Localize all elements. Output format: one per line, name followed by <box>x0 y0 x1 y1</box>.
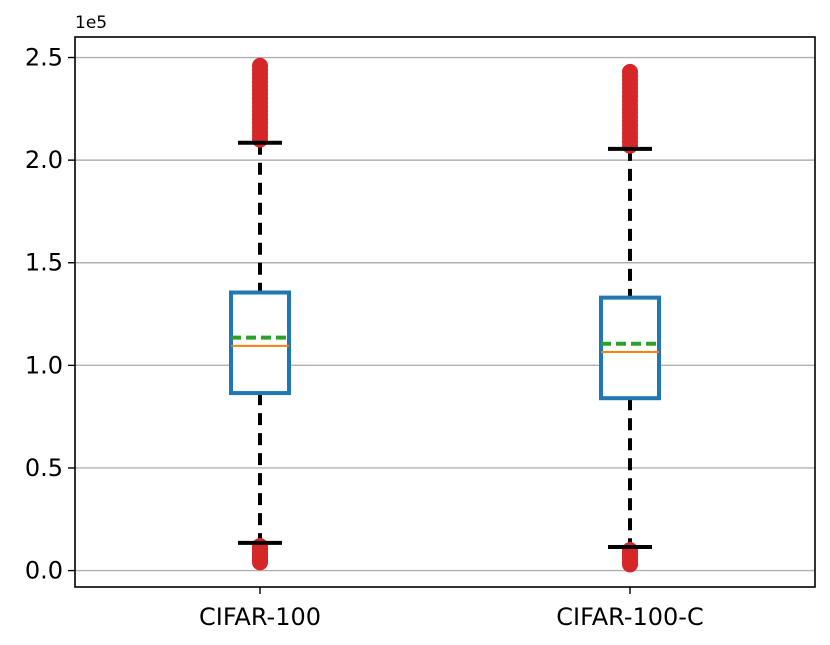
y-tick-label: 0.0 <box>25 557 63 585</box>
plot-frame <box>74 36 816 588</box>
y-tick-label: 1.0 <box>25 351 63 379</box>
x-tick-label: CIFAR-100-C <box>556 603 703 631</box>
box-group <box>599 63 661 573</box>
iqr-box <box>229 290 291 396</box>
box-group <box>229 57 291 571</box>
outlier-point <box>622 542 638 559</box>
y-tick-label: 1.5 <box>25 249 63 277</box>
box-plot-series <box>229 57 661 573</box>
x-tick-label: CIFAR-100 <box>199 603 321 631</box>
outlier-point <box>252 57 268 74</box>
outlier-point <box>252 537 268 554</box>
outlier-point <box>622 63 638 80</box>
x-axis: CIFAR-100 CIFAR-100-C <box>199 587 704 631</box>
y-tick-label: 2.5 <box>25 44 63 72</box>
y-tick-label: 0.5 <box>25 454 63 482</box>
iqr-box <box>599 295 661 401</box>
y-axis-offset-label: 1e5 <box>75 13 107 33</box>
y-tick-label: 2.0 <box>25 146 63 174</box>
grid-lines <box>75 56 815 572</box>
y-axis: 0.0 0.5 1.0 1.5 2.0 2.5 <box>25 44 75 585</box>
